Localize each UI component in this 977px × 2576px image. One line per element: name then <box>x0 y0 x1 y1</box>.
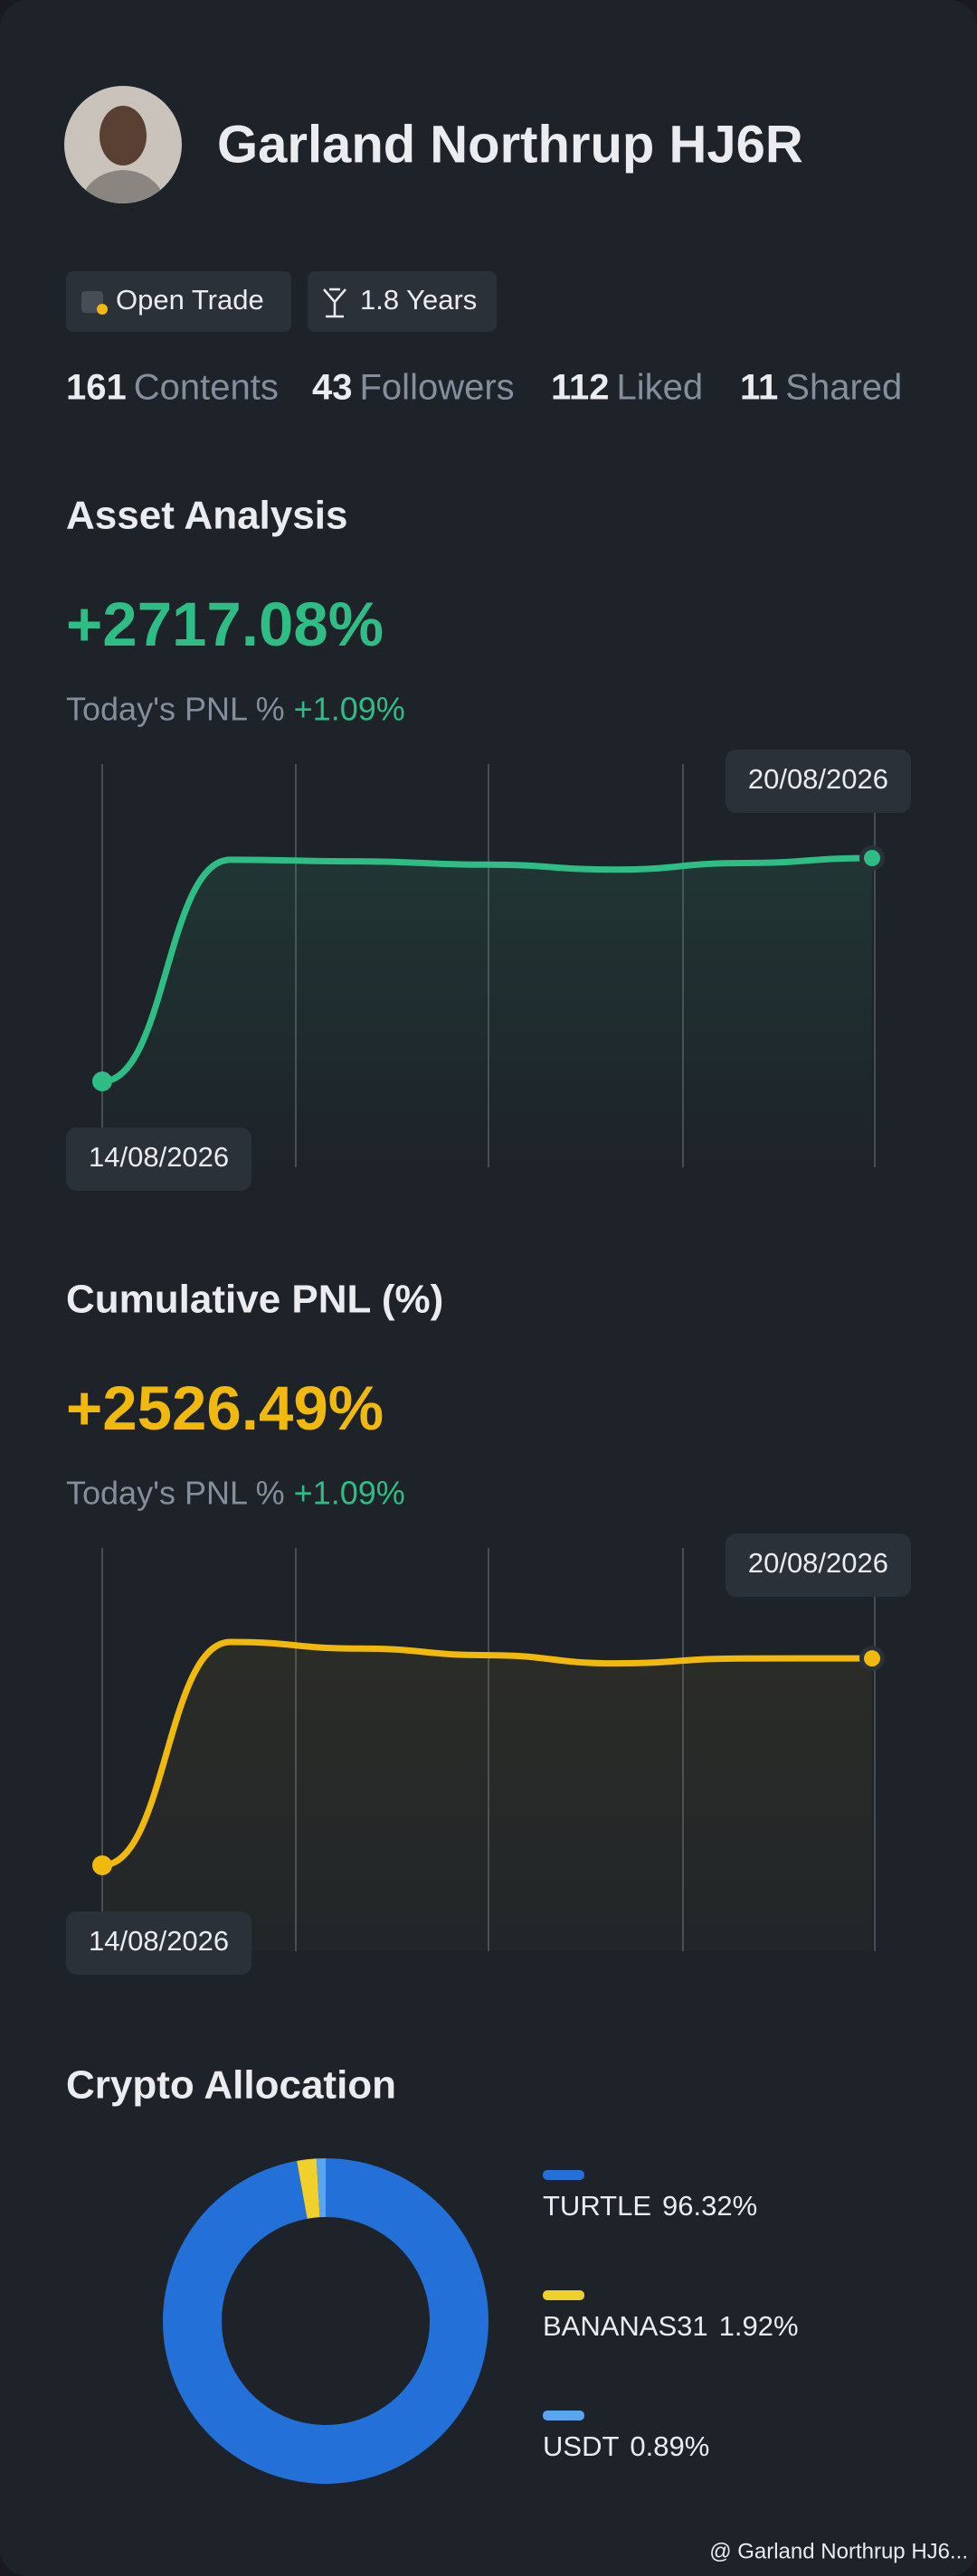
start-point <box>92 1071 112 1091</box>
legend-label: BANANAS31 <box>543 2310 708 2342</box>
badge-icon <box>323 288 346 318</box>
legend-value: 1.92% <box>719 2310 799 2342</box>
pnl-label: Today's PNL % <box>66 1475 285 1512</box>
stat-label: Shared <box>785 368 902 408</box>
area <box>102 858 872 1167</box>
pnl-value: +1.09% <box>294 1475 405 1512</box>
badge-icon-dot <box>97 304 108 315</box>
section-title: Cumulative PNL (%) <box>66 1278 443 1322</box>
date-label: 14/08/2026 <box>89 1925 229 1957</box>
legend-value: 0.89% <box>630 2430 709 2462</box>
legend-swatch <box>543 2170 584 2180</box>
line <box>99 854 876 1085</box>
headline: +2717.08% <box>66 590 384 659</box>
user-name: Garland Northrup HJ6R <box>217 115 803 174</box>
stat-value: 11 <box>740 368 778 408</box>
donut-slice <box>163 2158 489 2484</box>
date-label: 14/08/2026 <box>89 1141 229 1173</box>
donut-slice <box>297 2158 320 2219</box>
stat-value: 161 <box>66 368 127 408</box>
stat-label: Liked <box>617 368 704 408</box>
area <box>102 1642 872 1951</box>
stat-value: 43 <box>312 368 353 408</box>
date-label: 20/08/2026 <box>748 1547 888 1579</box>
avatar <box>64 86 182 203</box>
date-tooltip <box>725 750 911 813</box>
pnl-value: +1.09% <box>294 691 405 728</box>
badge <box>66 271 291 332</box>
date-tooltip <box>725 1533 911 1597</box>
date-tooltip <box>66 1128 252 1191</box>
section-title: Asset Analysis <box>66 494 347 538</box>
line <box>99 1638 876 1869</box>
legend-swatch <box>543 2411 584 2420</box>
stat-value: 112 <box>551 368 610 408</box>
badge-label: Open Trade <box>116 284 264 316</box>
date-tooltip <box>66 1911 252 1975</box>
headline: +2526.49% <box>66 1373 384 1443</box>
badge-label: 1.8 Years <box>360 284 477 316</box>
end-point-dot <box>864 850 880 866</box>
pnl-label: Today's PNL % <box>66 691 285 728</box>
footer: @ Garland Northrup HJ6... <box>709 2539 968 2563</box>
legend-swatch <box>543 2290 584 2300</box>
start-point <box>92 1855 112 1875</box>
date-label: 20/08/2026 <box>748 763 888 795</box>
end-point-dot <box>864 1650 880 1667</box>
section-title: Crypto Allocation <box>66 2063 396 2108</box>
legend-label: USDT <box>543 2430 619 2462</box>
legend-label: TURTLE <box>543 2190 651 2222</box>
badge <box>308 271 497 332</box>
donut-slice <box>316 2158 326 2218</box>
legend-value: 96.32% <box>662 2190 757 2222</box>
stat-label: Contents <box>134 368 279 408</box>
stat-label: Followers <box>360 368 515 408</box>
